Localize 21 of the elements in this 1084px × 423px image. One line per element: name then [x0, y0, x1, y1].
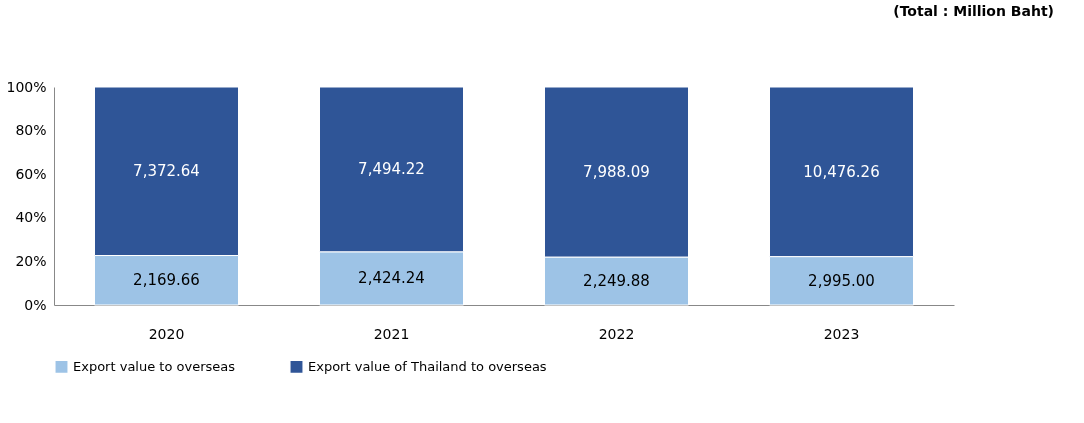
annotation: 7,988.09: [583, 163, 650, 182]
annotation: 7,372.64: [133, 162, 200, 181]
text: (Total : Million Baht): [893, 3, 1054, 19]
y-tick-label: 80%: [15, 122, 47, 139]
annotation: 2,995.00: [808, 271, 875, 290]
annotation: 7,494.22: [358, 160, 425, 179]
y-tick-label: 100%: [6, 78, 47, 95]
legend-label: Export value of Thailand to overseas: [308, 358, 547, 374]
legend-label: Export value to overseas: [73, 358, 236, 374]
y-tick-label: 20%: [15, 252, 47, 269]
annotation: 2,249.88: [583, 272, 650, 291]
annotation: 2,169.66: [133, 271, 200, 290]
y-tick-label: 40%: [15, 209, 47, 226]
x-tick-label: 2021: [373, 325, 410, 342]
annotation: 10,476.26: [803, 162, 880, 181]
x-tick-label: 2022: [598, 325, 635, 342]
y-tick-label: 60%: [15, 165, 47, 182]
x-tick-label: 2020: [148, 325, 185, 342]
x-tick-label: 2023: [823, 325, 860, 342]
annotation: 2,424.24: [358, 269, 425, 288]
y-tick-label: 0%: [24, 296, 47, 313]
